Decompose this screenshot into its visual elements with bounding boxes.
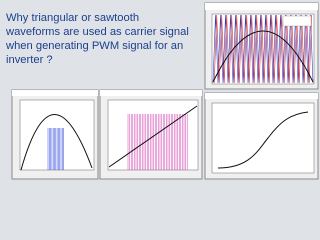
title-bar: [205, 3, 318, 10]
plot-window: [99, 89, 203, 180]
headline-line: when generating PWM signal for an: [5, 40, 183, 52]
plot-window: [11, 89, 99, 180]
reference-wave: [212, 30, 314, 83]
reference-wave: [20, 114, 93, 171]
carrier-wave: [212, 14, 314, 84]
headline-line: waveforms are used as carrier signal: [5, 26, 189, 38]
carrier-wave: [213, 14, 312, 84]
headline-line: inverter ?: [6, 54, 53, 66]
title-bar: [12, 90, 98, 96]
output-curve: [217, 111, 309, 169]
title-bar: [100, 90, 202, 96]
plot-area: [107, 99, 199, 171]
thumbnail: Why triangular or sawtooth waveforms are…: [5, 2, 319, 180]
headline-line: Why triangular or sawtooth: [6, 12, 139, 24]
legend-box: [282, 15, 312, 27]
plot-window: [204, 92, 319, 180]
pulse-lines: [47, 128, 64, 170]
plot-window: [204, 2, 319, 90]
pulse-lines: [127, 114, 188, 170]
reference-wave: [108, 105, 198, 168]
title-bar: [205, 93, 318, 99]
